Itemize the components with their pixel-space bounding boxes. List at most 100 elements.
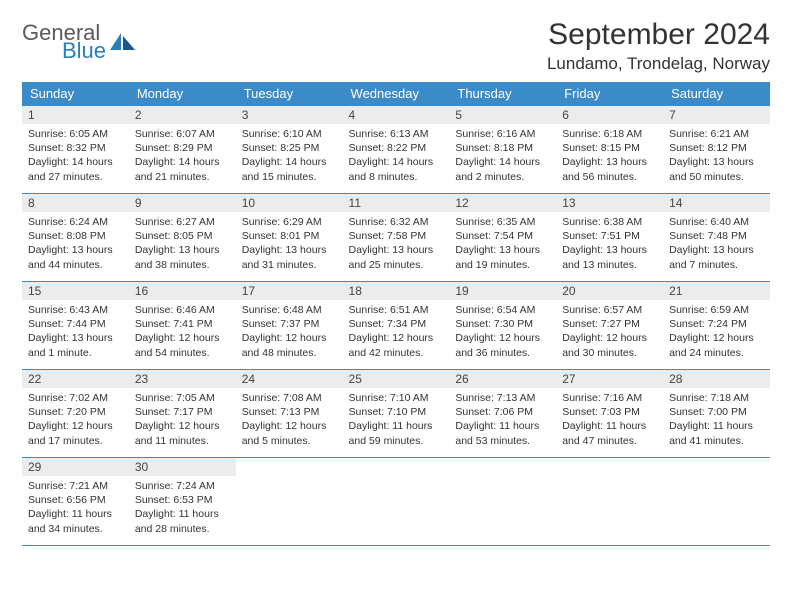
calendar-cell: 12Sunrise: 6:35 AMSunset: 7:54 PMDayligh… [449, 194, 556, 282]
logo-word-blue: Blue [62, 40, 106, 62]
sunset-line: Sunset: 8:18 PM [455, 141, 550, 155]
calendar-cell: 18Sunrise: 6:51 AMSunset: 7:34 PMDayligh… [343, 282, 450, 370]
sunset-line: Sunset: 7:37 PM [242, 317, 337, 331]
sunrise-line: Sunrise: 6:10 AM [242, 127, 337, 141]
day-details: Sunrise: 6:27 AMSunset: 8:05 PMDaylight:… [129, 212, 236, 276]
sunset-line: Sunset: 7:48 PM [669, 229, 764, 243]
sunrise-line: Sunrise: 7:24 AM [135, 479, 230, 493]
day-number: 8 [22, 194, 129, 212]
daylight-line: Daylight: 12 hours and 36 minutes. [455, 331, 550, 359]
day-number: 5 [449, 106, 556, 124]
calendar-cell: 14Sunrise: 6:40 AMSunset: 7:48 PMDayligh… [663, 194, 770, 282]
daylight-line: Daylight: 14 hours and 21 minutes. [135, 155, 230, 183]
weekday-header: Monday [129, 82, 236, 106]
daylight-line: Daylight: 13 hours and 7 minutes. [669, 243, 764, 271]
daylight-line: Daylight: 13 hours and 38 minutes. [135, 243, 230, 271]
day-number: 19 [449, 282, 556, 300]
sunset-line: Sunset: 8:32 PM [28, 141, 123, 155]
calendar-cell: 19 Sunrise: 6:54 AMSunset: 7:30 PMDayligh… [449, 282, 556, 370]
sunset-line: Sunset: 7:27 PM [562, 317, 657, 331]
daylight-line: Daylight: 13 hours and 56 minutes. [562, 155, 657, 183]
sunrise-line: Sunrise: 6:05 AM [28, 127, 123, 141]
day-number: 1 [22, 106, 129, 124]
calendar-cell [556, 458, 663, 546]
sunset-line: Sunset: 8:12 PM [669, 141, 764, 155]
calendar-cell [449, 458, 556, 546]
day-number: 6 [556, 106, 663, 124]
sunset-line: Sunset: 7:58 PM [349, 229, 444, 243]
sunset-line: Sunset: 7:44 PM [28, 317, 123, 331]
calendar-row: 22Sunrise: 7:02 AMSunset: 7:20 PMDayligh… [22, 370, 770, 458]
sunset-line: Sunset: 6:53 PM [135, 493, 230, 507]
day-number: 11 [343, 194, 450, 212]
day-number: 10 [236, 194, 343, 212]
daylight-line: Daylight: 13 hours and 44 minutes. [28, 243, 123, 271]
day-number: 12 [449, 194, 556, 212]
sunset-line: Sunset: 7:24 PM [669, 317, 764, 331]
day-number: 24 [236, 370, 343, 388]
daylight-line: Daylight: 14 hours and 8 minutes. [349, 155, 444, 183]
sunrise-line: Sunrise: 7:08 AM [242, 391, 337, 405]
calendar-cell: 23Sunrise: 7:05 AMSunset: 7:17 PMDayligh… [129, 370, 236, 458]
daylight-line: Daylight: 12 hours and 48 minutes. [242, 331, 337, 359]
sunrise-line: Sunrise: 7:18 AM [669, 391, 764, 405]
daylight-line: Daylight: 11 hours and 41 minutes. [669, 419, 764, 447]
calendar-cell: 11Sunrise: 6:32 AMSunset: 7:58 PMDayligh… [343, 194, 450, 282]
calendar-cell: 2Sunrise: 6:07 AMSunset: 8:29 PMDaylight… [129, 106, 236, 194]
day-number: 21 [663, 282, 770, 300]
calendar-cell: 29Sunrise: 7:21 AMSunset: 6:56 PMDayligh… [22, 458, 129, 546]
calendar-cell: 28Sunrise: 7:18 AMSunset: 7:00 PMDayligh… [663, 370, 770, 458]
weekday-header: Wednesday [343, 82, 450, 106]
sunrise-line: Sunrise: 6:54 AM [455, 303, 550, 317]
day-number: 15 [22, 282, 129, 300]
sunset-line: Sunset: 7:00 PM [669, 405, 764, 419]
sunset-line: Sunset: 8:05 PM [135, 229, 230, 243]
calendar-cell: 24Sunrise: 7:08 AMSunset: 7:13 PMDayligh… [236, 370, 343, 458]
daylight-line: Daylight: 13 hours and 50 minutes. [669, 155, 764, 183]
day-number: 3 [236, 106, 343, 124]
sunrise-line: Sunrise: 6:29 AM [242, 215, 337, 229]
calendar-row: 8Sunrise: 6:24 AMSunset: 8:08 PMDaylight… [22, 194, 770, 282]
sunrise-line: Sunrise: 6:07 AM [135, 127, 230, 141]
sunset-line: Sunset: 7:13 PM [242, 405, 337, 419]
weekday-header: Tuesday [236, 82, 343, 106]
day-details: Sunrise: 6:43 AMSunset: 7:44 PMDaylight:… [22, 300, 129, 364]
day-details: Sunrise: 6:40 AMSunset: 7:48 PMDaylight:… [663, 212, 770, 276]
sunset-line: Sunset: 7:06 PM [455, 405, 550, 419]
calendar-cell: 8Sunrise: 6:24 AMSunset: 8:08 PMDaylight… [22, 194, 129, 282]
calendar-cell: 25Sunrise: 7:10 AMSunset: 7:10 PMDayligh… [343, 370, 450, 458]
sunrise-line: Sunrise: 7:13 AM [455, 391, 550, 405]
day-number: 4 [343, 106, 450, 124]
sunset-line: Sunset: 7:20 PM [28, 405, 123, 419]
day-number: 20 [556, 282, 663, 300]
sunset-line: Sunset: 7:30 PM [455, 317, 550, 331]
sunrise-line: Sunrise: 6:59 AM [669, 303, 764, 317]
day-details: Sunrise: 6:32 AMSunset: 7:58 PMDaylight:… [343, 212, 450, 276]
sunrise-line: Sunrise: 7:10 AM [349, 391, 444, 405]
sunrise-line: Sunrise: 7:21 AM [28, 479, 123, 493]
sunrise-line: Sunrise: 6:27 AM [135, 215, 230, 229]
calendar-table: Sunday Monday Tuesday Wednesday Thursday… [22, 82, 770, 546]
title-block: September 2024 Lundamo, Trondelag, Norwa… [547, 18, 770, 74]
sunrise-line: Sunrise: 6:35 AM [455, 215, 550, 229]
sunrise-line: Sunrise: 6:21 AM [669, 127, 764, 141]
calendar-row: 1 Sunrise: 6:05 AMSunset: 8:32 PM Daylight… [22, 106, 770, 194]
sunset-line: Sunset: 7:03 PM [562, 405, 657, 419]
day-number: 16 [129, 282, 236, 300]
day-number: 17 [236, 282, 343, 300]
day-details: Sunrise: 6:46 AMSunset: 7:41 PMDaylight:… [129, 300, 236, 364]
calendar-cell: 17Sunrise: 6:48 AMSunset: 7:37 PMDayligh… [236, 282, 343, 370]
day-details: Sunrise: 6:57 AMSunset: 7:27 PMDaylight:… [556, 300, 663, 364]
day-number: 30 [129, 458, 236, 476]
daylight-line: Daylight: 12 hours and 42 minutes. [349, 331, 444, 359]
daylight-line: Daylight: 13 hours and 19 minutes. [455, 243, 550, 271]
sunset-line: Sunset: 7:51 PM [562, 229, 657, 243]
day-details: Sunrise: 6:18 AMSunset: 8:15 PMDaylight:… [556, 124, 663, 188]
daylight-line: Daylight: 11 hours and 28 minutes. [135, 507, 230, 535]
calendar-cell [236, 458, 343, 546]
day-details: Sunrise: 6:10 AMSunset: 8:25 PMDaylight:… [236, 124, 343, 188]
day-number: 26 [449, 370, 556, 388]
sunrise-line: Sunrise: 6:51 AM [349, 303, 444, 317]
weekday-header-row: Sunday Monday Tuesday Wednesday Thursday… [22, 82, 770, 106]
calendar-body: 1 Sunrise: 6:05 AMSunset: 8:32 PM Daylight… [22, 106, 770, 546]
